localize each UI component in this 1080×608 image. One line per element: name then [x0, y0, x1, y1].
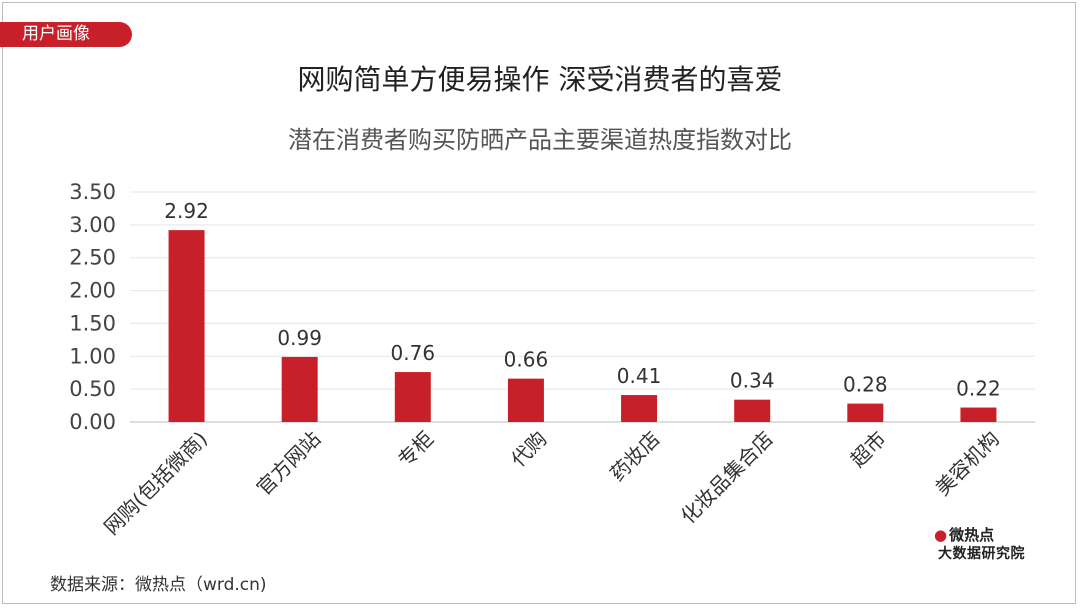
- logo-line1-text: 微热点: [949, 526, 995, 544]
- page-title: 网购简单方便易操作 深受消费者的喜爱: [297, 63, 783, 96]
- x-tick-label: 药妆店: [605, 427, 664, 486]
- bar: [168, 230, 205, 422]
- y-tick-label: 0.50: [69, 377, 116, 401]
- section-tag: 用户画像: [0, 22, 132, 47]
- y-tick-label: 1.00: [69, 344, 116, 368]
- logo-line2: 大数据研究院: [938, 546, 1025, 562]
- x-tick-label: 网购(包括微商): [99, 427, 212, 540]
- x-tick-label: 代购: [506, 427, 551, 472]
- brand-logo: ● 微热点 大数据研究院: [934, 520, 1044, 565]
- bar: [621, 395, 658, 422]
- y-tick-label: 3.50: [69, 180, 116, 204]
- data-label: 0.22: [956, 377, 1001, 401]
- data-label: 0.99: [277, 326, 322, 350]
- y-tick-label: 0.00: [69, 410, 116, 434]
- y-tick-label: 2.00: [69, 279, 116, 303]
- data-label: 0.66: [504, 348, 549, 372]
- bar: [847, 403, 884, 422]
- data-label: 0.76: [391, 341, 436, 365]
- y-tick-label: 1.50: [69, 311, 116, 335]
- data-source: 数据来源：微热点（wrd.cn): [50, 575, 267, 595]
- x-tick-label: 化妆品集合店: [676, 427, 778, 529]
- bar: [960, 407, 997, 422]
- x-tick-label: 美容机构: [930, 427, 1004, 501]
- x-tick-label: 官方网站: [252, 427, 326, 501]
- eye-icon: ●: [934, 526, 948, 544]
- x-tick-label: 专柜: [393, 427, 438, 472]
- data-label: 2.92: [164, 199, 209, 223]
- data-label: 0.28: [843, 373, 888, 397]
- bar: [734, 399, 771, 422]
- logo-line1: ● 微热点: [934, 524, 994, 545]
- y-tick-label: 2.50: [69, 246, 116, 270]
- bar: [394, 372, 431, 422]
- bar: [281, 356, 318, 422]
- bar: [507, 378, 544, 422]
- chart-subtitle: 潜在消费者购买防晒产品主要渠道热度指数对比: [288, 126, 792, 154]
- y-tick-label: 3.00: [69, 213, 116, 237]
- data-label: 0.34: [730, 369, 775, 393]
- data-label: 0.41: [617, 364, 662, 388]
- x-tick-label: 超市: [846, 427, 891, 472]
